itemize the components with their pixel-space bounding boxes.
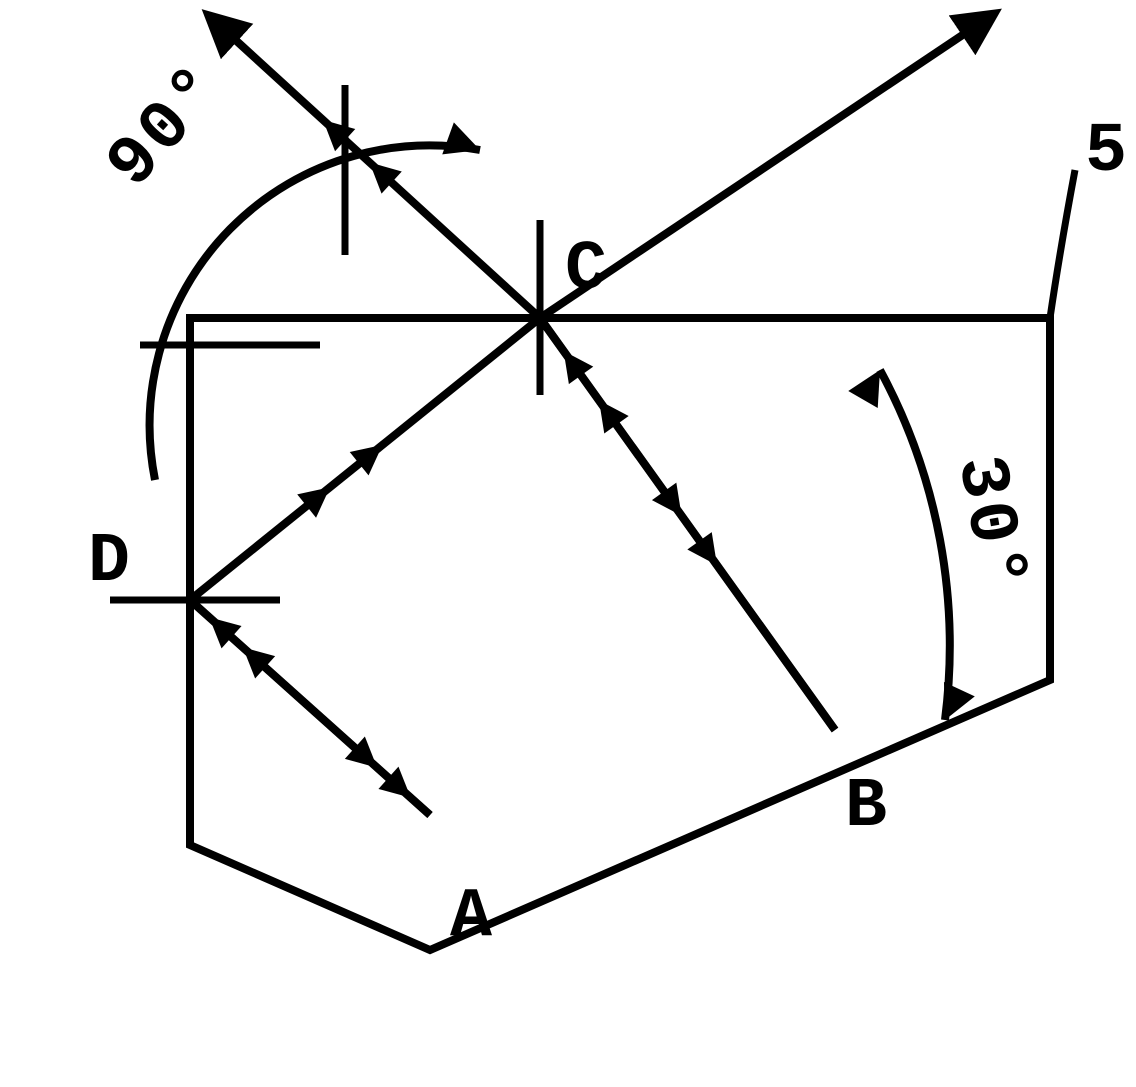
label-b: B [845, 768, 887, 847]
diagram: C D A B 5 90° 30° [0, 0, 1136, 1087]
labels: C D A B 5 90° 30° [88, 49, 1127, 957]
label-c: C [565, 231, 607, 310]
label-ref-5: 5 [1085, 113, 1127, 192]
label-a: A [450, 878, 492, 957]
label-d: D [88, 523, 130, 602]
label-30deg: 30° [938, 450, 1040, 600]
label-90deg: 90° [93, 49, 244, 204]
light-rays [190, 318, 835, 815]
angle-90-arc [150, 122, 480, 480]
ref-5-leader [1050, 170, 1075, 318]
